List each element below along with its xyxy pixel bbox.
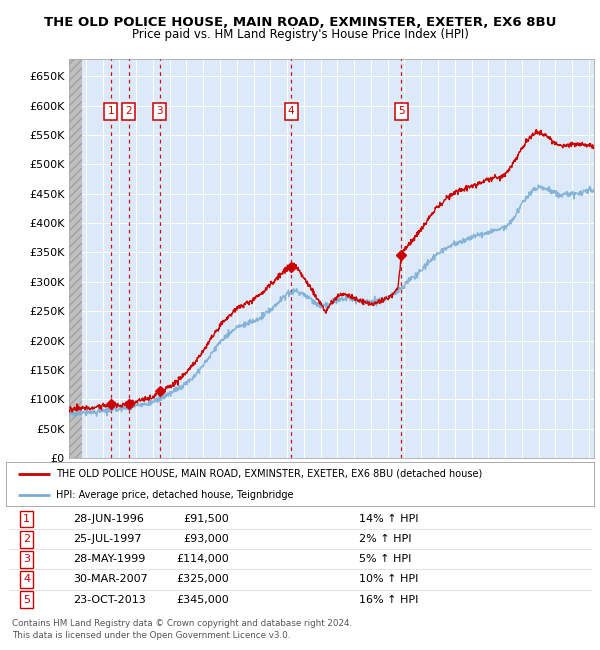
Text: 25-JUL-1997: 25-JUL-1997 [74, 534, 142, 544]
Text: 30-MAR-2007: 30-MAR-2007 [74, 575, 148, 584]
Text: 1: 1 [107, 107, 114, 116]
Text: 2% ↑ HPI: 2% ↑ HPI [359, 534, 412, 544]
Text: This data is licensed under the Open Government Licence v3.0.: This data is licensed under the Open Gov… [12, 630, 290, 640]
Text: 5: 5 [23, 595, 30, 604]
Text: Price paid vs. HM Land Registry's House Price Index (HPI): Price paid vs. HM Land Registry's House … [131, 28, 469, 41]
Text: £325,000: £325,000 [176, 575, 229, 584]
Text: THE OLD POLICE HOUSE, MAIN ROAD, EXMINSTER, EXETER, EX6 8BU: THE OLD POLICE HOUSE, MAIN ROAD, EXMINST… [44, 16, 556, 29]
Bar [69, 58, 82, 458]
Text: 28-MAY-1999: 28-MAY-1999 [74, 554, 146, 564]
Text: Contains HM Land Registry data © Crown copyright and database right 2024.: Contains HM Land Registry data © Crown c… [12, 619, 352, 628]
Text: 5: 5 [398, 107, 404, 116]
Text: THE OLD POLICE HOUSE, MAIN ROAD, EXMINSTER, EXETER, EX6 8BU (detached house): THE OLD POLICE HOUSE, MAIN ROAD, EXMINST… [56, 469, 482, 479]
Text: £345,000: £345,000 [176, 595, 229, 604]
Text: 23-OCT-2013: 23-OCT-2013 [74, 595, 146, 604]
Text: 2: 2 [23, 534, 30, 544]
Text: 2: 2 [125, 107, 132, 116]
Text: £91,500: £91,500 [184, 514, 229, 524]
Text: £93,000: £93,000 [184, 534, 229, 544]
Text: HPI: Average price, detached house, Teignbridge: HPI: Average price, detached house, Teig… [56, 489, 293, 500]
Text: 28-JUN-1996: 28-JUN-1996 [74, 514, 145, 524]
Text: 14% ↑ HPI: 14% ↑ HPI [359, 514, 418, 524]
Text: 4: 4 [23, 575, 30, 584]
Text: 5% ↑ HPI: 5% ↑ HPI [359, 554, 411, 564]
Text: 4: 4 [288, 107, 295, 116]
Text: 3: 3 [23, 554, 30, 564]
Text: 1: 1 [23, 514, 30, 524]
Text: £114,000: £114,000 [176, 554, 229, 564]
Text: 16% ↑ HPI: 16% ↑ HPI [359, 595, 418, 604]
Text: 10% ↑ HPI: 10% ↑ HPI [359, 575, 418, 584]
Text: 3: 3 [157, 107, 163, 116]
